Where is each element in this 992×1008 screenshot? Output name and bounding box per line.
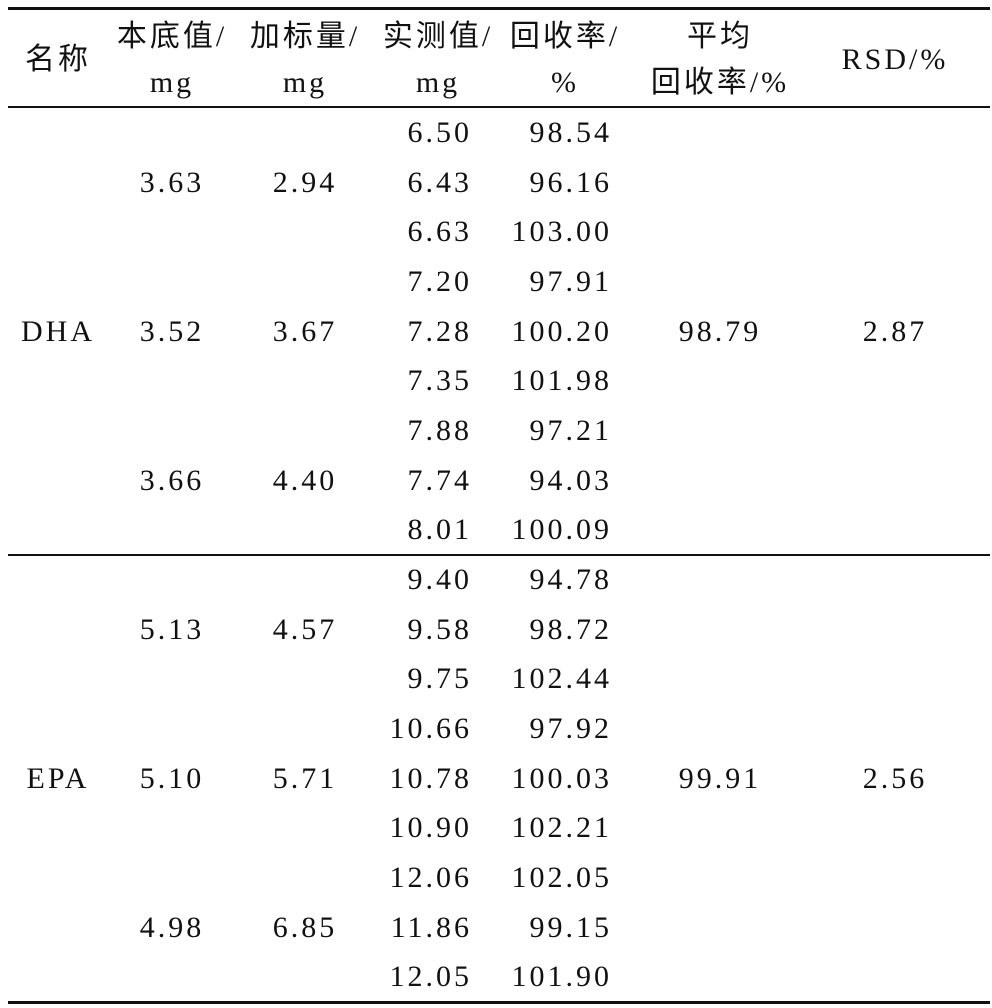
header-cell: 本底值/ xyxy=(116,20,228,53)
recovery-value: 101.90 xyxy=(511,960,612,994)
recovery-value: 102.44 xyxy=(511,662,612,696)
measured-value: 12.06 xyxy=(389,861,472,895)
rsd: 2.56 xyxy=(862,761,928,795)
recovery-value: 97.21 xyxy=(529,414,612,448)
header-cell: 实测值/ xyxy=(382,20,494,53)
recovery-value: 100.03 xyxy=(511,761,612,795)
recovery-value: 97.91 xyxy=(529,264,612,298)
rsd: 2.87 xyxy=(862,314,928,348)
measured-value: 9.75 xyxy=(407,662,472,696)
measured-value: 9.58 xyxy=(407,612,472,646)
header-cell: mg xyxy=(415,66,461,99)
measured-value: 10.90 xyxy=(389,811,472,845)
measured-value: 6.63 xyxy=(407,215,472,249)
header-cell: mg xyxy=(149,66,195,99)
group-name: DHA xyxy=(21,314,95,348)
base-value: 5.10 xyxy=(139,761,205,795)
added-value: 2.94 xyxy=(272,165,338,199)
recovery-value: 96.16 xyxy=(529,165,612,199)
added-value: 3.67 xyxy=(272,314,338,348)
group-name: EPA xyxy=(26,761,90,795)
top-rule xyxy=(8,7,990,10)
header-cell: 加标量/ xyxy=(249,20,361,53)
measured-value: 7.35 xyxy=(407,364,472,398)
measured-value: 7.28 xyxy=(407,314,472,348)
added-value: 4.40 xyxy=(272,463,338,497)
header-cell: 回收率/ xyxy=(509,20,621,53)
recovery-value: 99.15 xyxy=(529,910,612,944)
measured-value: 7.88 xyxy=(407,414,472,448)
recovery-value: 94.03 xyxy=(529,463,612,497)
recovery-value: 102.05 xyxy=(511,861,612,895)
measured-value: 10.78 xyxy=(389,761,472,795)
header-cell: 名称 xyxy=(25,43,91,76)
added-value: 4.57 xyxy=(272,612,338,646)
recovery-value: 98.54 xyxy=(529,115,612,149)
recovery-value: 97.92 xyxy=(529,711,612,745)
measured-value: 6.50 xyxy=(407,115,472,149)
bottom-rule xyxy=(8,1001,990,1004)
measured-value: 9.40 xyxy=(407,562,472,596)
base-value: 4.98 xyxy=(139,910,205,944)
base-value: 3.52 xyxy=(139,314,205,348)
measured-value: 11.86 xyxy=(390,910,472,944)
header-rule xyxy=(8,106,990,108)
measured-value: 6.43 xyxy=(407,165,472,199)
base-value: 3.66 xyxy=(139,463,205,497)
measured-value: 7.20 xyxy=(407,264,472,298)
recovery-value: 102.21 xyxy=(511,811,612,845)
recovery-value: 103.00 xyxy=(511,215,612,249)
base-value: 5.13 xyxy=(139,612,205,646)
measured-value: 8.01 xyxy=(407,513,472,547)
mean-recovery: 99.91 xyxy=(678,761,762,795)
recovery-value: 100.09 xyxy=(511,513,612,547)
group-rule xyxy=(8,554,990,556)
recovery-value: 101.98 xyxy=(511,364,612,398)
measured-value: 7.74 xyxy=(407,463,472,497)
recovery-value: 94.78 xyxy=(529,562,612,596)
added-value: 6.85 xyxy=(272,910,338,944)
mean-recovery: 98.79 xyxy=(678,314,762,348)
measured-value: 12.05 xyxy=(389,960,472,994)
header-cell: 回收率/% xyxy=(650,66,790,99)
added-value: 5.71 xyxy=(272,761,338,795)
header-cell: % xyxy=(551,66,579,99)
recovery-value: 100.20 xyxy=(511,314,612,348)
recovery-value: 98.72 xyxy=(529,612,612,646)
header-cell: RSD/% xyxy=(841,43,949,76)
measured-value: 10.66 xyxy=(389,711,472,745)
header-cell: 平均 xyxy=(687,20,753,53)
header-cell: mg xyxy=(282,66,328,99)
base-value: 3.63 xyxy=(139,165,205,199)
